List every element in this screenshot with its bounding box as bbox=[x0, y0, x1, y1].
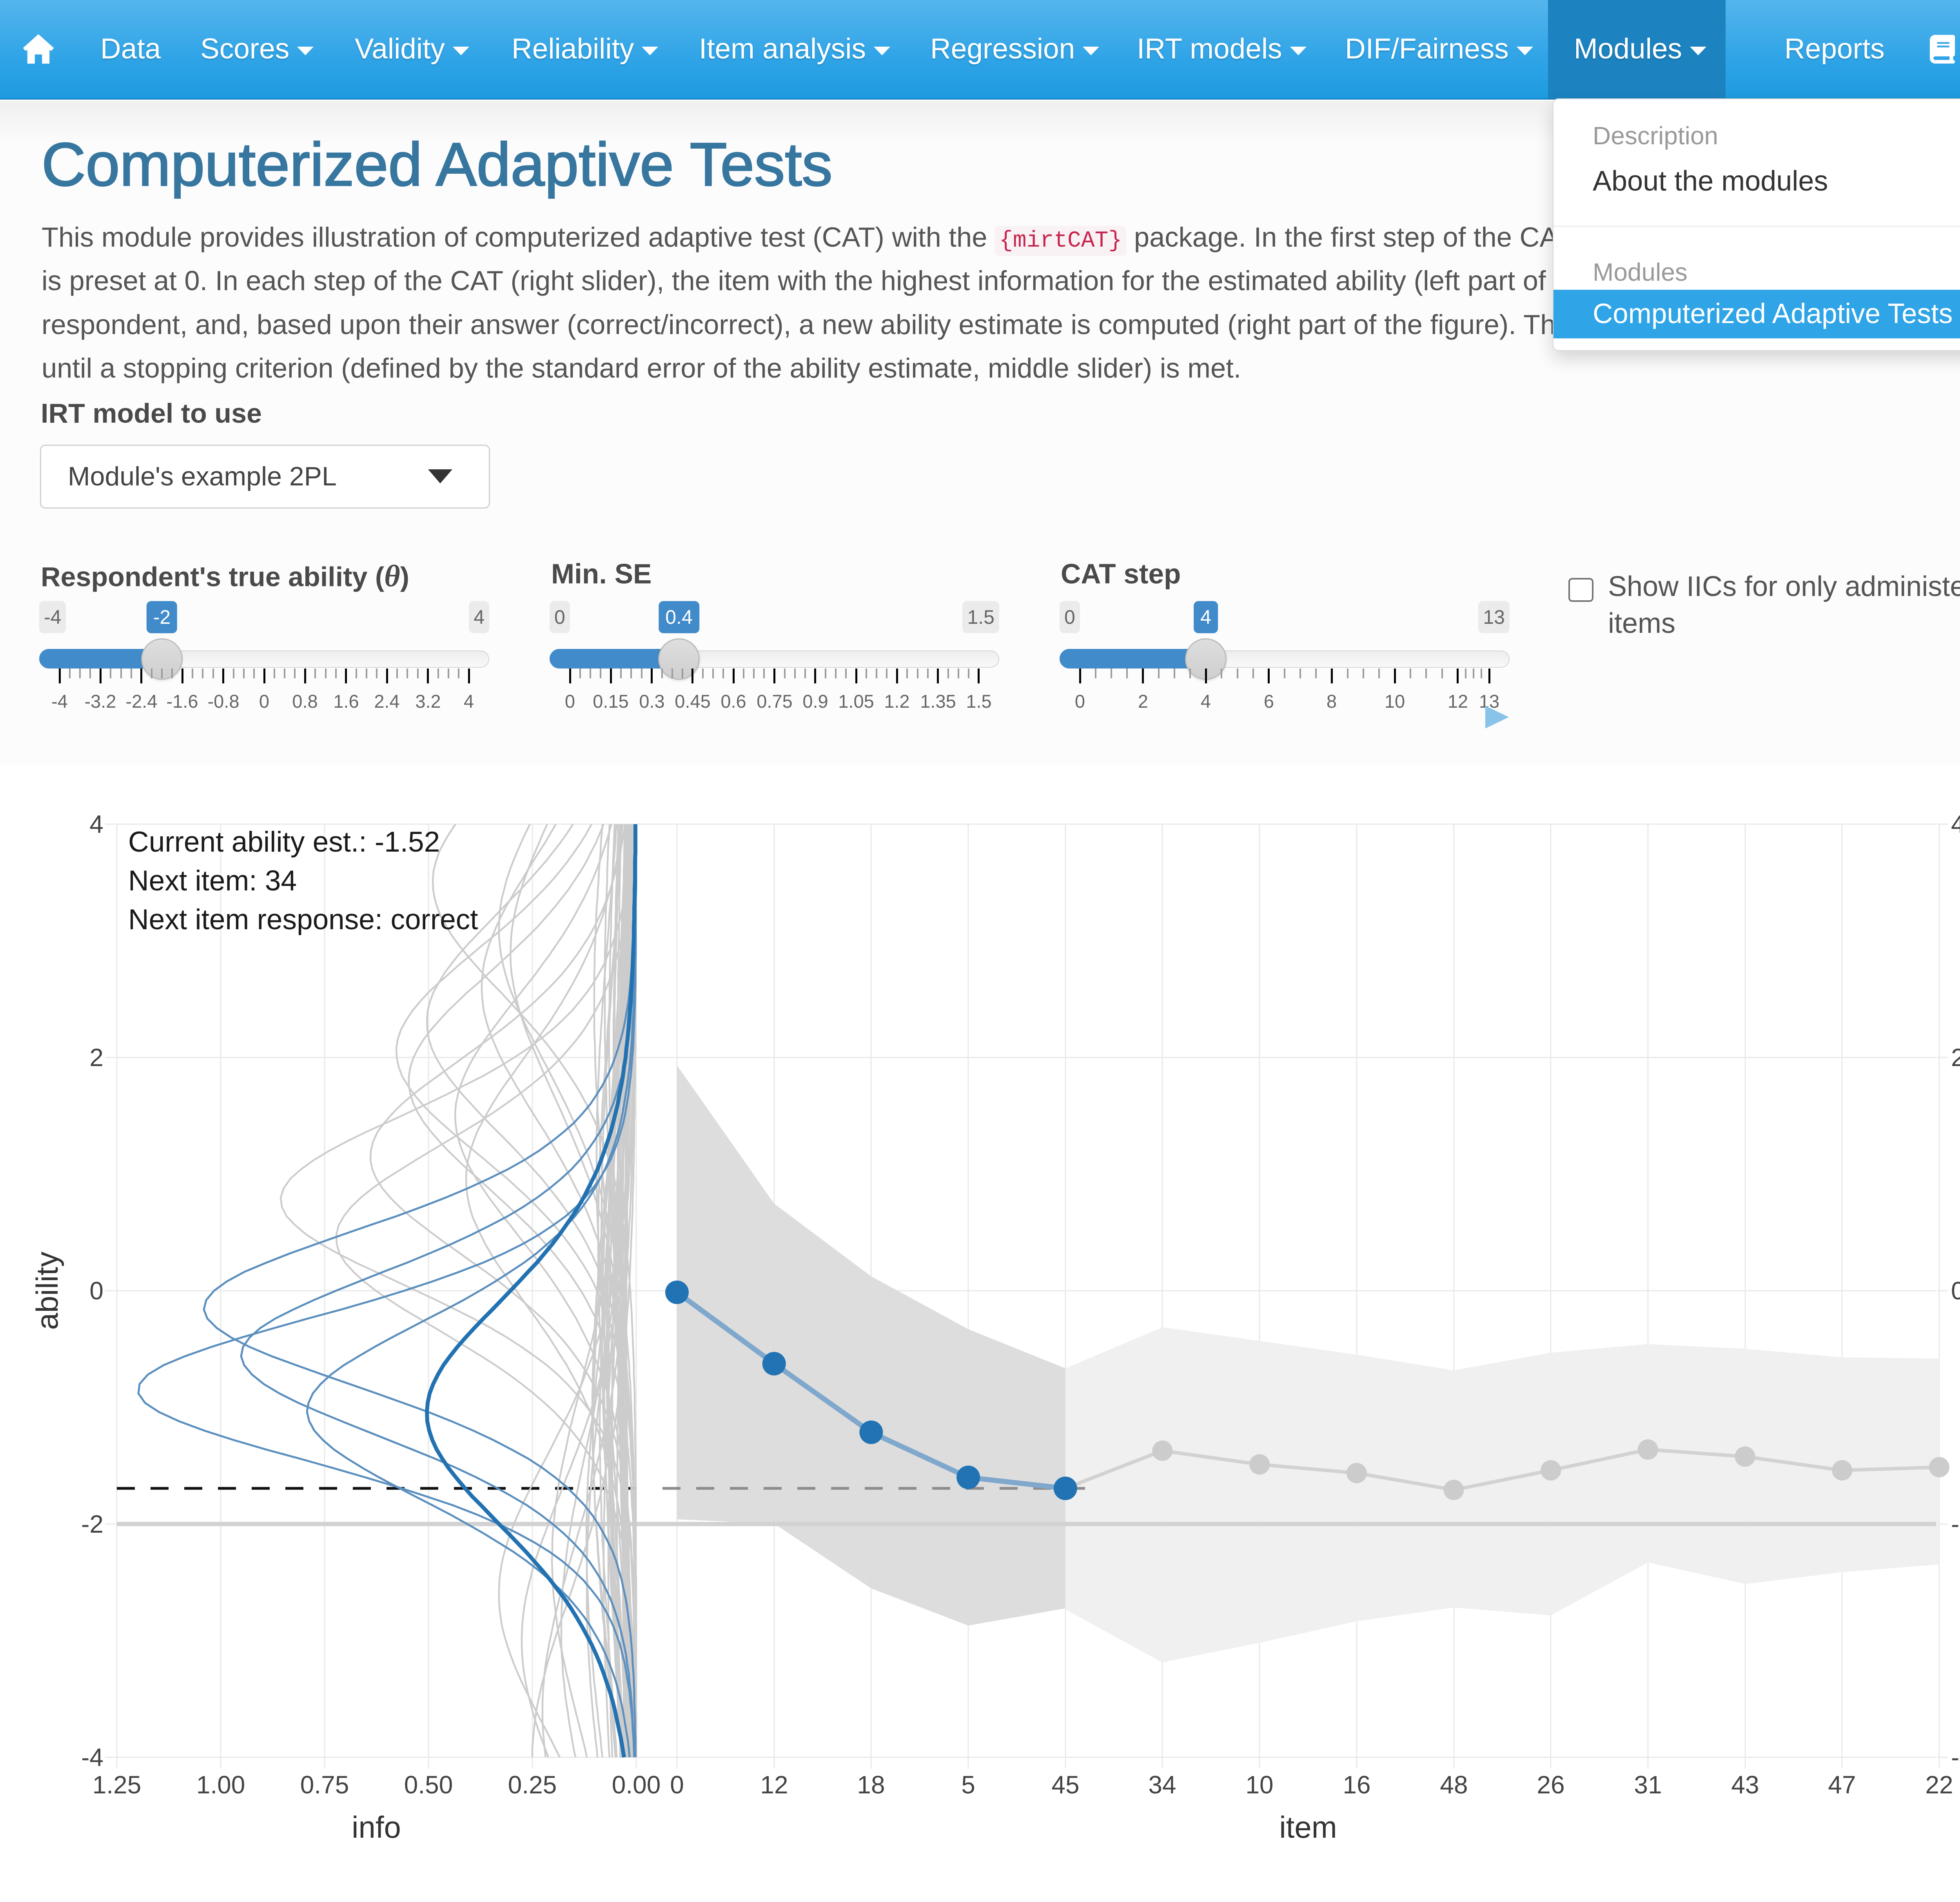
svg-text:0.00: 0.00 bbox=[612, 1771, 661, 1799]
svg-text:-4: -4 bbox=[81, 1743, 103, 1771]
svg-text:info: info bbox=[352, 1810, 401, 1844]
svg-text:4: 4 bbox=[89, 810, 103, 838]
svg-text:1.25: 1.25 bbox=[93, 1771, 142, 1799]
svg-text:0.25: 0.25 bbox=[508, 1771, 557, 1799]
svg-text:45: 45 bbox=[1051, 1771, 1079, 1799]
svg-text:2: 2 bbox=[89, 1043, 103, 1072]
svg-text:10: 10 bbox=[1245, 1771, 1273, 1799]
svg-text:26: 26 bbox=[1537, 1771, 1564, 1799]
svg-text:-2: -2 bbox=[1951, 1510, 1960, 1538]
svg-text:12: 12 bbox=[760, 1771, 788, 1799]
svg-text:43: 43 bbox=[1731, 1771, 1759, 1799]
svg-text:18: 18 bbox=[857, 1771, 885, 1799]
svg-text:34: 34 bbox=[1148, 1771, 1176, 1799]
svg-text:0: 0 bbox=[89, 1277, 103, 1305]
svg-text:Current ability est.: -1.52: Current ability est.: -1.52 bbox=[128, 826, 440, 858]
svg-text:Next item: 34: Next item: 34 bbox=[128, 865, 297, 897]
svg-text:item: item bbox=[1279, 1810, 1337, 1844]
svg-text:-2: -2 bbox=[81, 1510, 103, 1538]
svg-text:48: 48 bbox=[1440, 1771, 1468, 1799]
svg-text:2: 2 bbox=[1951, 1043, 1960, 1072]
svg-text:ability: ability bbox=[30, 1252, 64, 1330]
svg-text:0.75: 0.75 bbox=[300, 1771, 349, 1799]
svg-text:0: 0 bbox=[1951, 1277, 1960, 1305]
svg-text:-4: -4 bbox=[1951, 1743, 1960, 1771]
svg-text:47: 47 bbox=[1828, 1771, 1856, 1799]
svg-text:22: 22 bbox=[1925, 1771, 1953, 1799]
svg-text:1.00: 1.00 bbox=[196, 1771, 245, 1799]
svg-text:31: 31 bbox=[1634, 1771, 1662, 1799]
svg-text:5: 5 bbox=[961, 1771, 975, 1799]
svg-text:0.50: 0.50 bbox=[404, 1771, 453, 1799]
svg-text:16: 16 bbox=[1343, 1771, 1370, 1799]
svg-text:4: 4 bbox=[1951, 810, 1960, 838]
svg-text:Next item response: correct: Next item response: correct bbox=[128, 904, 478, 936]
svg-text:0: 0 bbox=[670, 1771, 684, 1799]
